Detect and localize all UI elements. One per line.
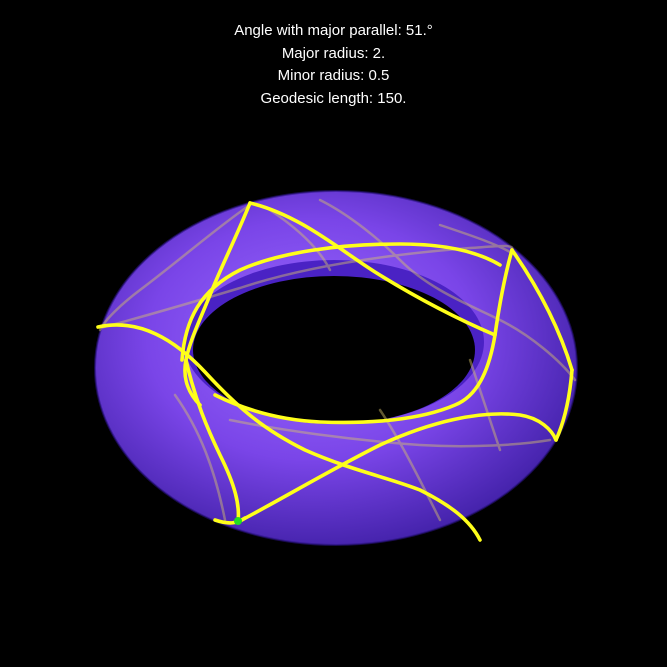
info-panel: Angle with major parallel: 51.° Major ra… <box>0 20 667 110</box>
geodesic-segment <box>554 368 574 442</box>
angle-label: Angle with major parallel: 51.° <box>234 22 433 39</box>
geodesic-segment <box>236 412 558 524</box>
geodesic-segment <box>183 201 252 407</box>
torus-hole <box>193 276 475 424</box>
geodesic-length-label: Geodesic length: 150. <box>260 89 407 107</box>
geodesic-segment <box>184 358 241 524</box>
geodesic-segment <box>213 248 514 425</box>
major-radius-label: Major radius: 2. <box>281 44 386 62</box>
minor-radius-label: Minor radius: 0.5 <box>277 67 390 84</box>
geodesic-start-marker <box>234 517 242 525</box>
geodesic-segment <box>180 242 502 362</box>
geodesic-segment <box>248 201 497 337</box>
geodesic-segment <box>510 248 574 372</box>
geodesic-segment <box>213 516 247 525</box>
geodesic-path <box>96 201 574 542</box>
geodesic-segment <box>96 323 482 542</box>
